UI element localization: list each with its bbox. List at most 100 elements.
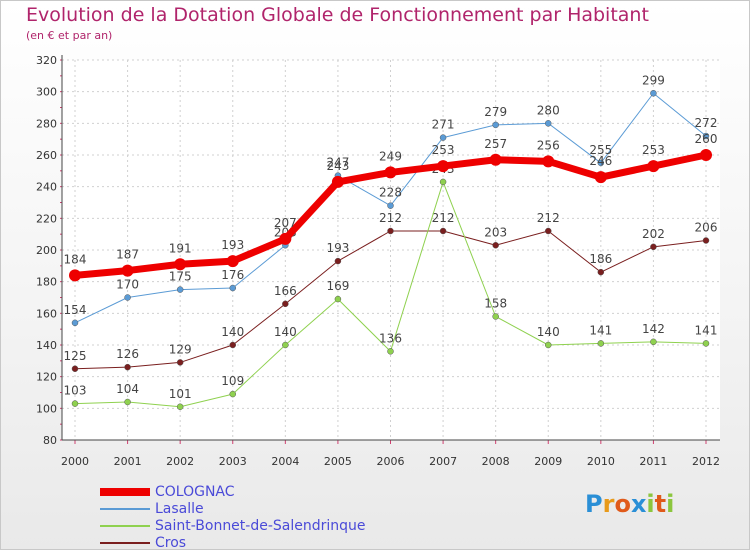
data-point-lasalle: [439, 134, 447, 141]
data-point-colognac: [542, 155, 555, 168]
data-point-cros: [492, 242, 499, 249]
data-point-saint-bonnet-de-salendrinque: [545, 341, 552, 349]
data-point-saint-bonnet-de-salendrinque: [124, 398, 131, 406]
y-tick-label: 140: [36, 339, 57, 352]
data-label-lasalle: 299: [642, 73, 665, 87]
data-label-cros: 193: [326, 241, 349, 255]
data-point-cros: [71, 365, 79, 372]
data-label-cros: 140: [221, 325, 244, 339]
data-point-colognac: [174, 258, 187, 271]
legend-label-lasalle: Lasalle: [155, 501, 204, 517]
data-label-saint-bonnet-de-salendrinque: 140: [274, 325, 297, 339]
data-point-cros: [229, 341, 236, 349]
x-tick-label: 2012: [692, 455, 720, 468]
data-label-cros: 202: [642, 227, 665, 241]
legend-swatch-cros: [100, 542, 150, 544]
y-tick-label: 80: [43, 434, 57, 447]
data-label-cros: 212: [432, 211, 455, 225]
x-tick-label: 2004: [271, 455, 299, 468]
data-label-colognac: 256: [537, 138, 560, 152]
data-label-colognac: 257: [484, 137, 507, 151]
legend-swatch-colognac: [100, 488, 150, 496]
x-tick-label: 2010: [587, 455, 615, 468]
x-tick-label: 2009: [534, 455, 562, 468]
data-point-cros: [545, 227, 552, 235]
data-point-saint-bonnet-de-salendrinque: [71, 400, 79, 407]
data-point-lasalle: [124, 294, 131, 301]
data-point-cros: [702, 237, 710, 244]
data-label-colognac: 207: [274, 216, 297, 230]
data-label-cros: 129: [169, 342, 192, 356]
data-label-colognac: 184: [64, 252, 87, 266]
legend-label-colognac: COLOGNAC: [155, 484, 235, 500]
x-tick-label: 2001: [114, 455, 142, 468]
data-label-lasalle: 176: [221, 268, 244, 282]
data-label-colognac: 253: [432, 143, 455, 157]
data-label-cros: 186: [589, 252, 612, 266]
data-point-cros: [439, 227, 447, 235]
data-point-colognac: [279, 232, 292, 245]
x-tick-label: 2003: [219, 455, 247, 468]
data-point-cros: [597, 268, 605, 276]
x-tick-label: 2008: [482, 455, 510, 468]
data-label-cros: 206: [695, 221, 718, 235]
data-point-cros: [176, 359, 184, 366]
data-label-saint-bonnet-de-salendrinque: 158: [484, 297, 507, 311]
y-tick-label: 120: [36, 371, 57, 384]
data-label-lasalle: 170: [116, 278, 139, 292]
data-label-lasalle: 247: [326, 156, 349, 170]
data-point-lasalle: [71, 319, 79, 327]
data-point-saint-bonnet-de-salendrinque: [702, 340, 710, 347]
data-label-cros: 212: [379, 211, 402, 225]
data-point-colognac: [700, 149, 712, 161]
y-tick-label: 320: [36, 54, 57, 67]
data-label-saint-bonnet-de-salendrinque: 103: [64, 384, 87, 398]
data-label-colognac: 187: [116, 248, 139, 262]
x-tick-label: 2005: [324, 455, 352, 468]
data-label-saint-bonnet-de-salendrinque: 101: [169, 387, 192, 401]
data-label-lasalle: 280: [537, 103, 560, 117]
data-point-saint-bonnet-de-salendrinque: [282, 341, 289, 349]
data-point-colognac: [489, 153, 502, 166]
data-point-cros: [124, 363, 131, 371]
y-tick-label: 180: [36, 276, 57, 289]
data-label-saint-bonnet-de-salendrinque: 141: [589, 323, 612, 337]
x-tick-label: 2007: [429, 455, 457, 468]
y-tick-label: 260: [36, 149, 57, 162]
data-point-saint-bonnet-de-salendrinque: [597, 340, 605, 347]
data-label-lasalle: 272: [695, 116, 718, 130]
data-point-colognac: [594, 171, 607, 184]
data-label-lasalle: 228: [379, 186, 402, 200]
data-point-colognac: [69, 269, 81, 282]
data-point-colognac: [437, 160, 450, 173]
data-point-colognac: [121, 264, 134, 277]
data-label-cros: 203: [484, 225, 507, 239]
data-point-cros: [282, 300, 289, 308]
y-tick-label: 100: [36, 402, 57, 415]
data-label-cros: 212: [537, 211, 560, 225]
chart-title: Evolution de la Dotation Globale de Fonc…: [26, 4, 649, 26]
data-label-lasalle: 154: [64, 303, 87, 317]
y-tick-label: 200: [36, 244, 57, 257]
x-tick-label: 2006: [377, 455, 405, 468]
data-label-cros: 166: [274, 284, 297, 298]
data-point-saint-bonnet-de-salendrinque: [492, 313, 499, 320]
data-label-lasalle: 175: [169, 270, 192, 284]
x-tick-label: 2000: [61, 455, 89, 468]
data-label-colognac: 253: [642, 143, 665, 157]
y-tick-label: 300: [36, 86, 57, 99]
chart-subtitle: (en € et par an): [26, 29, 113, 42]
data-point-colognac: [331, 175, 344, 188]
y-tick-label: 280: [36, 117, 57, 130]
data-label-colognac: 191: [169, 241, 192, 255]
data-point-lasalle: [176, 286, 184, 293]
data-label-lasalle: 255: [589, 143, 612, 157]
data-point-saint-bonnet-de-salendrinque: [387, 348, 394, 355]
legend-label-cros: Cros: [155, 535, 187, 551]
data-point-saint-bonnet-de-salendrinque: [650, 338, 657, 346]
data-label-colognac: 193: [221, 238, 244, 252]
data-point-cros: [387, 227, 394, 235]
legend-swatch-lasalle: [100, 508, 150, 510]
data-point-colognac: [226, 255, 239, 268]
